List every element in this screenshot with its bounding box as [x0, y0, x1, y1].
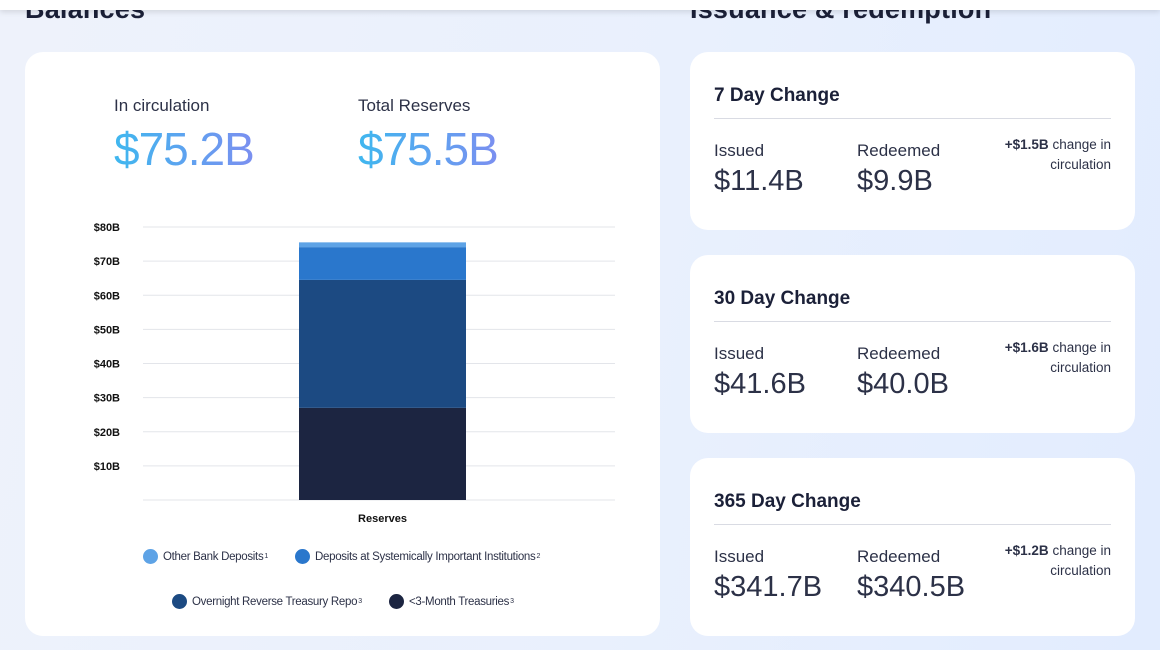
change-text: change in circulation — [1048, 137, 1111, 172]
legend-label: <3-Month Treasuries — [409, 595, 510, 608]
change-card-30-day: 30 Day Change Issued $41.6B Redeemed $40… — [690, 255, 1135, 433]
legend-item-3-month-treasuries: <3-Month Treasuries 3 — [389, 594, 514, 609]
issued-value: $41.6B — [714, 368, 806, 400]
redeemed-value: $9.9B — [857, 165, 933, 197]
legend-item-other-bank-deposits: Other Bank Deposits 1 — [143, 549, 268, 564]
divider — [714, 118, 1111, 119]
balances-card: In circulation $75.2B Total Reserves $75… — [25, 52, 660, 636]
legend-label: Deposits at Systemically Important Insti… — [315, 550, 536, 563]
legend-dot-icon — [143, 549, 158, 564]
redeemed-label: Redeemed — [857, 344, 941, 363]
y-tick-label: $10B — [94, 461, 120, 473]
chart-labels: $10B $20B $30B $40B $50B $60B $70B $80B Reserves — [94, 222, 407, 525]
bar-segment-other-bank-deposits[interactable] — [299, 242, 466, 248]
y-tick-label: $60B — [94, 290, 120, 302]
legend-footnote: 1 — [264, 553, 268, 560]
legend-item-overnight-reverse-repo: Overnight Reverse Treasury Repo 3 — [172, 594, 362, 609]
top-header-bar — [0, 0, 1160, 10]
chart-bars — [299, 242, 466, 500]
circulation-change-note: +$1.6B change in circulation — [981, 338, 1111, 378]
issued-value: $341.7B — [714, 571, 823, 603]
change-card-365-day: 365 Day Change Issued $341.7B Redeemed $… — [690, 458, 1135, 636]
y-tick-label: $20B — [94, 427, 120, 439]
legend-dot-icon — [295, 549, 310, 564]
change-amount: +$1.6B — [1004, 340, 1049, 355]
x-category-label: Reserves — [358, 513, 407, 525]
change-amount: +$1.2B — [1004, 543, 1049, 558]
issued-label: Issued — [714, 547, 765, 566]
legend-label: Other Bank Deposits — [163, 550, 264, 563]
change-text: change in circulation — [1048, 543, 1111, 578]
bar-segment-deposits-at-systemically-important-institutions[interactable] — [299, 247, 466, 280]
reserves-chart: $10B $20B $30B $40B $50B $60B $70B $80B Reserves — [94, 222, 615, 525]
legend-dot-icon — [172, 594, 187, 609]
divider — [714, 321, 1111, 322]
legend-item-deposits-systemically-important: Deposits at Systemically Important Insti… — [295, 549, 540, 564]
in-circulation-label: In circulation — [114, 96, 210, 115]
redeemed-label: Redeemed — [857, 141, 941, 160]
change-amount: +$1.5B — [1004, 137, 1049, 152]
bar-segment-overnight-reverse-treasury-repo[interactable] — [299, 279, 466, 408]
in-circulation-value: $75.2B — [114, 123, 255, 175]
y-tick-label: $70B — [94, 256, 120, 268]
legend-footnote: 3 — [510, 598, 514, 605]
y-tick-label: $30B — [94, 393, 120, 405]
bar-segment-3-month-treasuries[interactable] — [299, 407, 466, 500]
circulation-change-note: +$1.5B change in circulation — [981, 135, 1111, 175]
total-reserves-value: $75.5B — [358, 123, 499, 175]
divider — [714, 524, 1111, 525]
circulation-change-note: +$1.2B change in circulation — [981, 541, 1111, 581]
y-tick-label: $40B — [94, 359, 120, 371]
change-text: change in circulation — [1048, 340, 1111, 375]
issued-value: $11.4B — [714, 165, 804, 197]
redeemed-value: $40.0B — [857, 368, 949, 400]
redeemed-value: $340.5B — [857, 571, 966, 603]
total-reserves-label: Total Reserves — [358, 96, 471, 115]
redeemed-label: Redeemed — [857, 547, 941, 566]
change-card-title: 7 Day Change — [714, 85, 840, 106]
legend-footnote: 2 — [536, 553, 541, 560]
issued-label: Issued — [714, 344, 765, 363]
y-tick-label: $50B — [94, 324, 120, 336]
change-card-title: 30 Day Change — [714, 288, 851, 309]
change-card-7-day: 7 Day Change Issued $11.4B Redeemed $9.9… — [690, 52, 1135, 230]
legend-footnote: 3 — [358, 598, 362, 605]
change-card-title: 365 Day Change — [714, 491, 861, 512]
y-tick-label: $80B — [94, 222, 120, 234]
legend-dot-icon — [389, 594, 404, 609]
issued-label: Issued — [714, 141, 765, 160]
legend-label: Overnight Reverse Treasury Repo — [192, 595, 358, 608]
